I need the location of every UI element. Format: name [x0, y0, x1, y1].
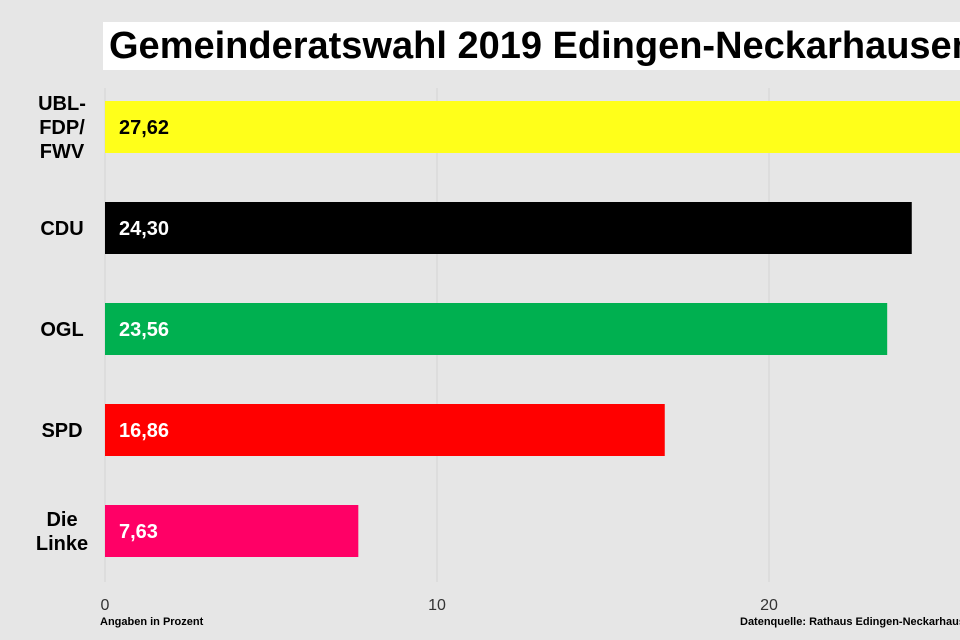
category-label: SPD: [41, 420, 82, 442]
labels: 0 10 20 27,62 UBL-FDP/FWV 24,30 CDU 23,56 OGL 16,…: [36, 93, 778, 614]
x-tick-label: 10: [428, 597, 446, 614]
x-tick-label: 0: [101, 597, 110, 614]
bar: [105, 404, 665, 456]
bar: [105, 303, 888, 355]
unit-note: Angaben in Prozent: [100, 616, 204, 628]
data-label: 27,62: [119, 117, 169, 139]
chart-title: Gemeinderatswahl 2019 Edingen-Neckarhaus…: [109, 25, 960, 67]
chart-title-box: Gemeinderatswahl 2019 Edingen-Neckarhaus…: [103, 22, 960, 70]
bar: [105, 202, 912, 254]
x-tick-label: 20: [760, 597, 778, 614]
data-label: 7,63: [119, 521, 158, 543]
data-label: 24,30: [119, 218, 169, 240]
category-label: OGL: [40, 319, 83, 341]
bars: [105, 101, 960, 557]
data-label: 16,86: [119, 420, 169, 442]
category-label: Die Linke: [36, 509, 88, 555]
data-label: 23,56: [119, 319, 169, 341]
bar: [105, 505, 359, 557]
bar: [105, 101, 960, 153]
source-note: Datenquelle: Rathaus Edingen-Neckarhause…: [740, 616, 960, 628]
category-label: CDU: [40, 218, 83, 240]
category-label: UBL-FDP/FWV: [38, 93, 86, 163]
